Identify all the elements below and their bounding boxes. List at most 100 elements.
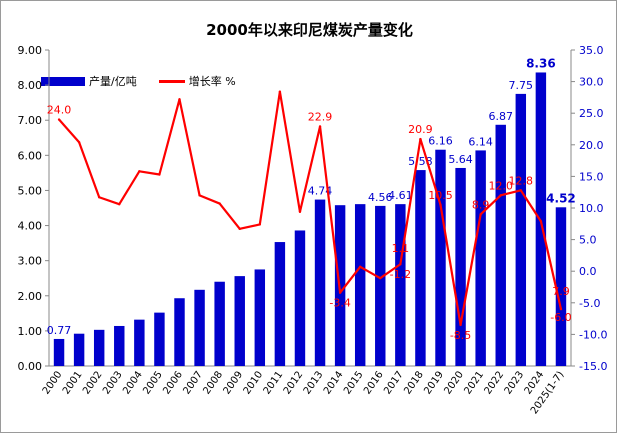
growth-point <box>178 98 181 101</box>
right-axis-tick-label: 35.0 <box>579 44 604 57</box>
right-axis-tick-label: 0.0 <box>579 265 597 278</box>
growth-point <box>318 125 322 128</box>
bar-value-label: 7.75 <box>509 79 534 92</box>
left-axis-tick-label: 3.00 <box>18 255 43 268</box>
growth-point <box>218 202 221 205</box>
right-axis-tick-label: 10.0 <box>579 202 604 215</box>
right-axis-tick-label: -5.0 <box>579 297 600 310</box>
x-axis-tick-label: 2014 <box>322 369 346 396</box>
bar <box>73 333 85 366</box>
x-axis-tick-label: 2009 <box>222 369 246 396</box>
bar <box>234 276 245 366</box>
bar <box>354 204 366 366</box>
bar <box>415 170 426 366</box>
bar <box>274 242 286 366</box>
legend-item-growth: 增长率 % <box>158 73 236 89</box>
growth-point <box>198 194 201 197</box>
growth-point <box>278 90 282 93</box>
left-axis-tick-label: 9.00 <box>18 44 43 57</box>
x-axis-tick-label: 2015 <box>342 369 366 396</box>
growth-point <box>358 265 362 268</box>
growth-value-label: -1.2 <box>390 268 411 281</box>
x-axis-tick-label: 2005 <box>141 369 165 396</box>
bar <box>455 167 466 366</box>
right-axis-tick-label: 5.0 <box>579 234 597 247</box>
bar-value-label: 5.64 <box>448 153 473 166</box>
chart-title: 2000年以来印尼煤炭产量变化 <box>206 21 413 39</box>
growth-point <box>118 203 121 206</box>
x-axis-tick-label: 2011 <box>262 369 286 396</box>
growth-point <box>338 291 342 294</box>
left-axis-tick-label: 6.00 <box>18 149 43 162</box>
left-axis-tick-label: 1.00 <box>18 325 43 338</box>
bar-value-label: 4.52 <box>546 191 576 205</box>
bar <box>154 312 165 366</box>
x-axis-tick-label: 2017 <box>382 369 406 396</box>
bar <box>515 93 527 366</box>
bar <box>134 319 145 366</box>
bar-value-label: 6.16 <box>428 135 453 148</box>
bar <box>174 298 185 366</box>
left-axis-tick-label: 0.00 <box>18 360 43 373</box>
bar-value-label: 6.14 <box>468 135 493 148</box>
bar <box>254 269 266 366</box>
x-axis-tick-label: 2001 <box>61 369 85 396</box>
legend-line-swatch <box>158 79 185 83</box>
bar-value-label: 0.77 <box>47 324 72 337</box>
growth-value-label: 7.9 <box>552 285 570 298</box>
right-axis-tick-label: -15.0 <box>579 360 607 373</box>
growth-value-label: -8.5 <box>450 329 471 342</box>
growth-point <box>399 263 402 266</box>
bar <box>214 281 225 366</box>
growth-point <box>499 194 502 197</box>
bar <box>294 230 306 366</box>
left-axis-tick-label: 5.00 <box>18 184 43 197</box>
bar <box>53 338 65 366</box>
growth-point <box>77 141 81 144</box>
growth-point <box>138 170 141 173</box>
legend-label-output: 产量/亿吨 <box>89 75 137 88</box>
x-axis-tick-label: 2020 <box>442 369 466 396</box>
growth-value-label: -6.0 <box>550 311 571 324</box>
x-axis-tick-label: 2010 <box>242 369 266 396</box>
bar <box>93 329 105 366</box>
growth-value-label: 24.0 <box>47 104 72 117</box>
left-axis-tick-label: 4.00 <box>18 220 43 233</box>
left-axis-tick-label: 8.00 <box>18 79 43 92</box>
x-axis-tick-label: 2012 <box>282 369 306 396</box>
growth-point <box>379 276 382 280</box>
x-axis-tick-label: 2007 <box>181 369 205 396</box>
growth-value-label: 12.0 <box>488 179 513 192</box>
bar <box>555 207 567 366</box>
bar-value-label: 4.74 <box>308 185 333 198</box>
right-axis-tick-label: -10.0 <box>579 328 607 341</box>
bar <box>435 149 446 366</box>
legend-item-output: 产量/亿吨 <box>41 73 137 89</box>
right-axis-tick-label: 20.0 <box>579 139 604 152</box>
x-axis-tick-label: 2016 <box>362 369 386 396</box>
growth-point <box>298 210 302 213</box>
bar <box>314 199 326 366</box>
growth-value-label: 10.5 <box>428 189 453 202</box>
growth-point <box>479 213 482 216</box>
x-axis-tick-label: 2006 <box>161 369 185 396</box>
bar <box>475 150 486 366</box>
bar <box>395 204 406 366</box>
x-axis-tick-label: 2019 <box>422 369 446 396</box>
growth-point <box>238 227 241 231</box>
growth-value-label: 20.9 <box>408 123 433 136</box>
growth-point <box>419 137 422 141</box>
x-axis-tick-label: 2013 <box>302 369 326 396</box>
growth-point <box>459 323 462 327</box>
growth-value-label: 1.1 <box>392 242 410 255</box>
growth-point <box>539 220 543 223</box>
growth-value-label: 22.9 <box>308 110 333 123</box>
bar <box>114 325 125 366</box>
bar-value-label: 6.87 <box>488 110 513 123</box>
x-axis-tick-label: 2021 <box>463 369 487 396</box>
x-axis-tick-label: 2022 <box>483 369 507 396</box>
bar-value-label: 4.61 <box>388 189 413 202</box>
x-axis-tick-label: 2003 <box>101 369 125 396</box>
